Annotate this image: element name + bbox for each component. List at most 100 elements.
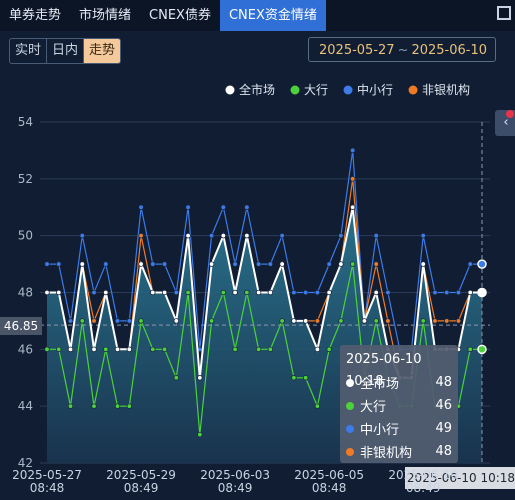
series-point [103, 261, 109, 267]
series-point [291, 318, 297, 324]
series-point [161, 346, 168, 353]
series-point [173, 375, 180, 381]
tab-active[interactable]: CNEX资金情绪 [219, 0, 326, 31]
series-point [44, 261, 50, 267]
series-point [114, 318, 121, 324]
tooltip-swatch [346, 447, 354, 456]
tab[interactable]: CNEX债券 [149, 8, 211, 23]
series-point [444, 318, 450, 324]
series-point [326, 289, 332, 296]
series-point [302, 318, 309, 324]
series-point [291, 375, 297, 381]
date-range[interactable]: 2025-05-27 ~2025-06-10 [308, 37, 496, 62]
series-point [467, 289, 473, 296]
series-point [91, 318, 97, 324]
series-point [314, 318, 321, 324]
series-point [150, 289, 156, 296]
mode-button[interactable]: 实时 [10, 39, 48, 63]
tooltip-swatch [346, 401, 354, 410]
tooltip-title: 2025-06-10 10:18 [346, 352, 422, 389]
series-point [373, 289, 379, 296]
tooltip-swatch [346, 424, 354, 433]
series-point [255, 346, 262, 353]
series-point [67, 318, 74, 324]
series-point [385, 289, 391, 296]
series-point [314, 403, 321, 409]
tooltip-row: 中小行 49 [346, 417, 452, 440]
series-point [56, 289, 62, 296]
series-point [208, 261, 215, 267]
series-point [220, 289, 227, 296]
series-point [150, 346, 156, 353]
series-point [114, 403, 121, 409]
tooltip-row: 非银机构 48 [346, 440, 452, 463]
expand-icon[interactable] [497, 6, 511, 20]
series-point [349, 147, 356, 154]
tooltip: 2025-06-10 10:18 全市场 48 大行 46 中小行 49 非银机构 48 [340, 345, 458, 463]
y-tick-label: 52 [18, 172, 33, 186]
series-point [44, 289, 50, 296]
series-point [361, 318, 368, 324]
series-point [255, 261, 262, 267]
y-tick-label: 50 [18, 229, 33, 243]
series-point [232, 289, 238, 296]
tab[interactable]: 单券走势 [9, 8, 62, 23]
y-tick-label: 46 [18, 342, 33, 356]
series-point [173, 289, 180, 296]
x-tick-label: 2025-06-03 08:49 [200, 468, 270, 495]
series-point [244, 232, 250, 239]
series-point [279, 261, 285, 267]
series-point [173, 318, 180, 324]
series-point [349, 261, 356, 267]
series-point [114, 346, 121, 353]
y-tick-label: 42 [18, 456, 33, 470]
mode-button-active[interactable]: 走势 [84, 39, 121, 63]
series-point [477, 287, 487, 298]
tooltip-name: 中小行 [360, 423, 400, 438]
series-point [244, 289, 250, 296]
series-point [302, 289, 309, 296]
series-point [349, 204, 356, 210]
series-point [455, 289, 462, 296]
tab[interactable]: 市场情绪 [79, 8, 132, 23]
series-point [314, 346, 321, 353]
series-point [150, 261, 156, 267]
series-point [420, 318, 426, 324]
series-point [232, 346, 238, 353]
series-point [432, 318, 438, 324]
mode-button[interactable]: 日内 [47, 39, 85, 63]
series-point [477, 259, 487, 269]
series-point [232, 261, 238, 267]
series-point [138, 204, 144, 210]
x-tick-label: 2025-05-27 08:48 [12, 468, 82, 495]
series-point [326, 346, 332, 353]
tooltip-name: 大行 [360, 400, 387, 415]
x-pointer-label: 2025-06-10 10:18 [405, 467, 515, 489]
series-point [103, 346, 109, 353]
series-point [161, 289, 168, 296]
series-point [267, 261, 274, 267]
legend-swatch [408, 85, 418, 95]
series-point [244, 204, 250, 210]
legend-label: 全市场 [239, 82, 275, 97]
legend-label: 中小行 [357, 82, 393, 97]
series-point [91, 346, 97, 353]
tooltip-value: 48 [435, 375, 452, 390]
series-point [267, 289, 274, 296]
legend-swatch [225, 85, 235, 95]
series-point [185, 204, 191, 210]
tooltip-row: 全市场 48 [346, 371, 452, 394]
tab-bar: 单券走势 市场情绪 CNEX债券 CNEX资金情绪 [0, 0, 515, 31]
tooltip-value: 46 [435, 398, 452, 413]
legend-label: 大行 [304, 83, 328, 97]
series-point [420, 261, 426, 267]
series-point [126, 403, 132, 409]
series-point [126, 318, 132, 324]
series-point [338, 232, 344, 239]
series-point [138, 261, 144, 267]
series-point [326, 261, 332, 267]
series-point [185, 289, 191, 296]
y-tick-label: 54 [18, 115, 33, 129]
series-point [138, 318, 144, 324]
